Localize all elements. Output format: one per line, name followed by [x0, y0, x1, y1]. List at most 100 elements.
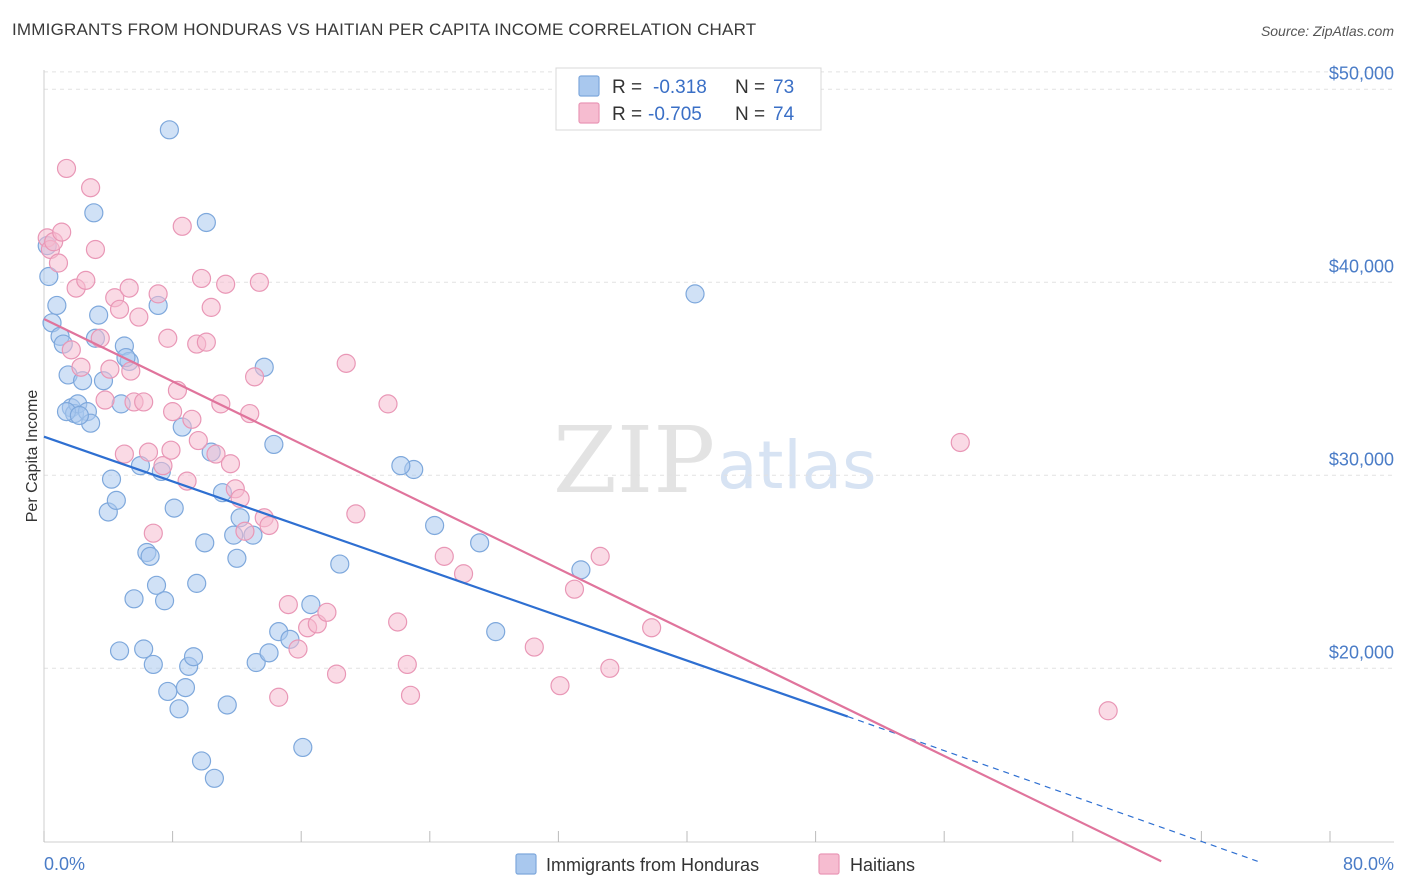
point-haitians: [61, 340, 81, 360]
point-honduras: [391, 456, 411, 476]
point-haitians: [317, 602, 337, 622]
point-honduras: [187, 573, 207, 593]
point-honduras: [246, 652, 266, 673]
trend-lines: [43, 317, 1258, 863]
point-haitians: [134, 392, 154, 412]
point-haitians: [600, 658, 620, 678]
point-honduras: [169, 699, 189, 719]
point-haitians: [129, 307, 149, 327]
trendline-haitians: [43, 317, 1162, 863]
axes: [43, 70, 1394, 843]
watermark-zip: ZIP: [553, 407, 715, 514]
point-haitians: [138, 442, 159, 462]
point-haitians: [201, 297, 221, 317]
point-haitians: [119, 278, 139, 298]
point-haitians: [397, 654, 417, 675]
stats-legend-swatch-honduras: [578, 75, 600, 97]
source-note: Source: ZipAtlas.com: [1260, 23, 1394, 39]
point-haitians: [143, 523, 163, 543]
point-honduras: [84, 203, 104, 223]
stats-legend-n-value: 74: [773, 104, 795, 125]
point-haitians: [950, 432, 970, 453]
point-haitians: [524, 637, 544, 657]
legend-label-honduras: Immigrants from Honduras: [546, 855, 759, 875]
trendline-honduras: [43, 435, 849, 718]
stats-legend-r-value: -0.318: [653, 77, 707, 98]
point-honduras: [101, 469, 122, 489]
point-haitians: [388, 612, 408, 632]
point-honduras: [191, 751, 212, 771]
stats-legend-r-label: R =: [612, 77, 642, 98]
point-haitians: [564, 579, 585, 599]
point-honduras: [425, 515, 445, 536]
y-tick-label: $50,000: [1329, 63, 1394, 83]
point-honduras: [227, 548, 247, 568]
legend-swatch-honduras: [515, 853, 537, 875]
point-honduras: [89, 305, 109, 325]
y-tick-label: $40,000: [1329, 256, 1394, 276]
point-haitians: [216, 274, 236, 294]
point-haitians: [326, 664, 347, 684]
point-haitians: [220, 454, 241, 474]
point-honduras: [259, 643, 279, 663]
point-honduras: [158, 681, 178, 702]
point-haitians: [71, 357, 91, 377]
stats-legend: R = -0.318 N = 73 R = -0.705 N = 74: [555, 67, 822, 131]
point-haitians: [95, 390, 115, 410]
stats-legend-r-value: -0.705: [648, 104, 702, 125]
y-tick-label: $30,000: [1329, 449, 1394, 469]
point-honduras: [293, 737, 313, 758]
point-haitians: [346, 504, 366, 524]
point-honduras: [154, 591, 175, 611]
point-haitians: [182, 409, 202, 429]
point-honduras: [301, 595, 321, 615]
point-haitians: [163, 402, 183, 422]
point-haitians: [550, 676, 570, 696]
point-haitians: [90, 328, 110, 348]
point-honduras: [195, 533, 215, 553]
point-haitians: [191, 268, 212, 289]
x-tick-label-min: 0.0%: [44, 854, 85, 874]
gridlines: [44, 71, 1394, 669]
point-haitians: [590, 546, 610, 566]
point-honduras: [196, 212, 216, 233]
point-honduras: [124, 589, 144, 609]
point-haitians: [249, 272, 270, 292]
point-haitians: [1098, 701, 1118, 721]
point-honduras: [140, 546, 160, 566]
point-haitians: [109, 299, 130, 319]
stats-legend-n-label: N =: [735, 104, 765, 125]
point-honduras: [159, 120, 179, 140]
stats-legend-r-label: R =: [612, 104, 642, 125]
point-haitians: [288, 639, 308, 659]
legend-label-haitians: Haitians: [850, 855, 915, 875]
stats-legend-n-value: 73: [773, 77, 794, 98]
point-honduras: [143, 654, 163, 675]
point-haitians: [642, 618, 662, 638]
series-haitians-points: [37, 158, 1118, 721]
point-haitians: [161, 440, 181, 460]
point-haitians: [269, 687, 289, 707]
point-honduras: [47, 295, 67, 316]
point-haitians: [76, 270, 96, 290]
point-haitians: [278, 595, 298, 615]
point-honduras: [264, 434, 284, 455]
point-haitians: [259, 515, 279, 536]
point-haitians: [48, 253, 69, 273]
point-honduras: [109, 641, 130, 661]
point-honduras: [175, 677, 196, 698]
point-haitians: [52, 222, 72, 242]
point-honduras: [204, 768, 224, 788]
point-haitians: [85, 239, 106, 260]
point-haitians: [336, 353, 356, 373]
stats-legend-n-label: N =: [735, 77, 765, 98]
point-haitians: [153, 456, 173, 476]
y-axis-tick-labels: $20,000 $30,000 $40,000 $50,000: [1329, 63, 1394, 662]
point-honduras: [685, 284, 705, 304]
point-haitians: [206, 444, 226, 464]
point-honduras: [183, 647, 204, 667]
stats-legend-swatch-haitians: [578, 102, 600, 124]
point-haitians: [188, 430, 208, 451]
watermark-atlas: atlas: [717, 427, 877, 504]
